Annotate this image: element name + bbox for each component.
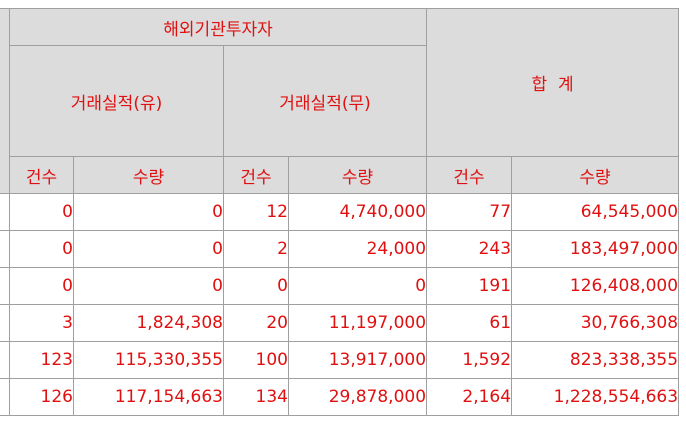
col-mu-qty: 수량 [287, 156, 428, 194]
cell-total-qty: 126,408,000 [511, 267, 680, 305]
cell-mu-count: 20 [223, 304, 289, 342]
cell-yu-qty: 0 [73, 267, 224, 305]
col-yu-qty: 수량 [73, 156, 224, 194]
row-stub [0, 230, 10, 268]
table-row: 0 0 2 24,000 243 183,497,000 [0, 230, 680, 268]
cell-total-qty: 1,228,554,663 [511, 378, 680, 416]
cell-total-count: 1,592 [426, 341, 513, 379]
header-trades-mu: 거래실적(무) [222, 45, 428, 157]
cell-mu-count: 2 [223, 230, 289, 268]
cell-total-count: 2,164 [426, 378, 513, 416]
cell-mu-qty: 13,917,000 [287, 341, 428, 379]
row-stub [0, 193, 10, 231]
header-row-group: 해외기관투자자 합 계 [0, 8, 680, 194]
cell-yu-qty: 115,330,355 [73, 341, 224, 379]
cell-mu-count: 0 [223, 267, 289, 305]
header-row-sub: 거래실적(유) 거래실적(무) [0, 45, 679, 157]
cell-yu-count: 126 [9, 378, 74, 416]
cell-yu-count: 0 [9, 230, 74, 268]
cell-yu-count: 123 [9, 341, 74, 379]
cell-mu-qty: 4,740,000 [287, 193, 428, 231]
table-row: 123 115,330,355 100 13,917,000 1,592 823… [0, 341, 680, 379]
row-stub [0, 304, 10, 342]
row-stub [0, 378, 10, 416]
cell-total-count: 77 [426, 193, 513, 231]
cell-total-count: 61 [426, 304, 513, 342]
header-left-stub [0, 8, 10, 194]
cell-mu-qty: 24,000 [287, 230, 428, 268]
col-total-qty: 수량 [511, 156, 680, 194]
cell-mu-qty: 0 [287, 267, 428, 305]
table-row: 0 0 12 4,740,000 77 64,545,000 [0, 193, 680, 231]
cell-yu-qty: 0 [73, 230, 224, 268]
row-stub [0, 267, 10, 305]
cell-total-qty: 30,766,308 [511, 304, 680, 342]
cell-yu-count: 0 [9, 193, 74, 231]
header-total: 합 계 [426, 8, 680, 157]
cell-mu-qty: 11,197,000 [287, 304, 428, 342]
cell-yu-count: 0 [9, 267, 74, 305]
cell-total-qty: 183,497,000 [511, 230, 680, 268]
cell-total-qty: 823,338,355 [511, 341, 680, 379]
cell-total-qty: 64,545,000 [511, 193, 680, 231]
cell-mu-count: 100 [223, 341, 289, 379]
cell-mu-qty: 29,878,000 [287, 378, 428, 416]
cell-yu-qty: 1,824,308 [73, 304, 224, 342]
col-mu-count: 건수 [223, 156, 289, 194]
header-trades-yu: 거래실적(유) [9, 45, 224, 157]
col-yu-count: 건수 [9, 156, 74, 194]
cell-yu-count: 3 [9, 304, 74, 342]
cell-yu-qty: 117,154,663 [73, 378, 224, 416]
cell-mu-count: 12 [223, 193, 289, 231]
cell-yu-qty: 0 [73, 193, 224, 231]
row-stub [0, 341, 10, 379]
trading-table: 해외기관투자자 합 계 거래실적(유) 거래실적(무) 건수 수량 건수 수량 … [0, 8, 680, 416]
header-row-columns: 건수 수량 건수 수량 건수 수량 [0, 156, 680, 194]
table-row: 0 0 0 0 191 126,408,000 [0, 267, 680, 305]
cell-total-count: 243 [426, 230, 513, 268]
table-row: 3 1,824,308 20 11,197,000 61 30,766,308 [0, 304, 680, 342]
col-total-count: 건수 [426, 156, 513, 194]
cell-mu-count: 134 [223, 378, 289, 416]
table-row-total: 126 117,154,663 134 29,878,000 2,164 1,2… [0, 378, 680, 416]
header-foreign-investors: 해외기관투자자 [8, 8, 428, 46]
cell-total-count: 191 [426, 267, 513, 305]
